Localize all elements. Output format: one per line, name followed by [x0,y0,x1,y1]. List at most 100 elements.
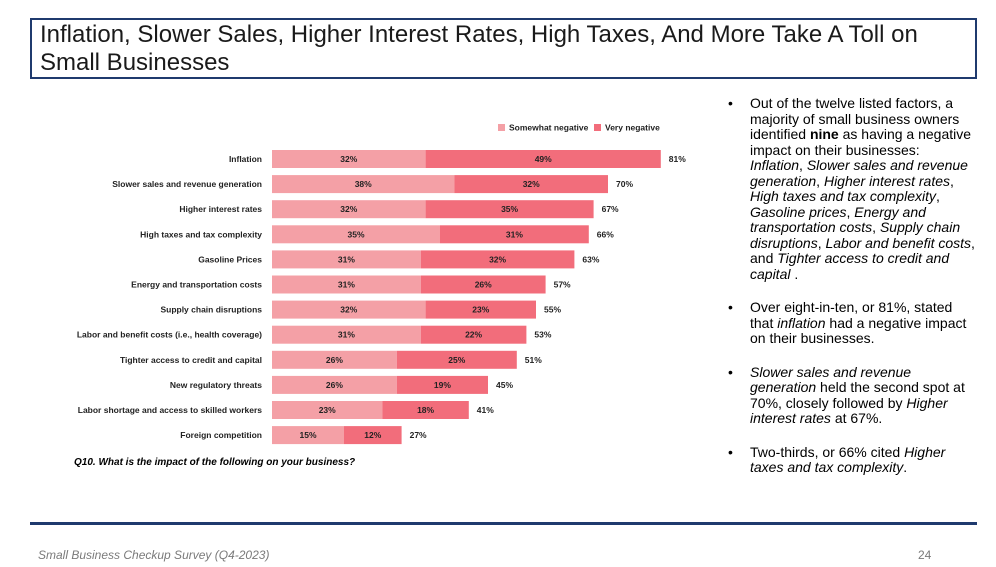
data-label: 32% [489,254,506,264]
bar-segment [344,426,402,445]
bar-segment [272,325,421,344]
finding-text: Gasoline prices [750,203,847,220]
category-label: New regulatory threats [170,380,262,390]
total-label: 45% [496,380,513,390]
bar-segment [425,200,594,219]
data-label: 15% [299,430,316,440]
bar-segment [454,175,608,194]
data-label: 25% [448,355,465,365]
finding-text: Slower sales and revenue generation [750,157,968,189]
bar-segment [272,175,455,194]
finding-text: , [846,203,855,220]
bar-segment [272,250,421,269]
data-label: 49% [535,154,552,164]
data-label: 26% [326,355,343,365]
data-label: 26% [475,280,492,290]
category-label: Labor and benefit costs (i.e., health co… [77,330,262,340]
bar-segment [272,426,344,445]
finding-text: , [817,234,826,251]
title-box: Inflation, Slower Sales, Higher Interest… [30,18,977,79]
finding-text: High taxes and tax complexity [750,188,936,204]
total-label: 55% [544,305,561,315]
finding-text: Labor and benefit costs [825,234,972,251]
finding-bullet: Slower sales and revenue generation held… [726,363,976,427]
category-label: Gasoline Prices [198,254,262,264]
category-label: Higher interest rates [179,204,262,214]
data-label: 32% [523,179,540,189]
finding-text: Tighter access to credit and capital [750,250,950,282]
bar-segment [420,250,575,269]
finding-text: , [872,219,880,235]
finding-text: , [950,172,954,189]
finding-text: Out of the twelve listed factors, a majo… [750,95,960,142]
survey-question: Q10. What is the impact of the following… [74,457,356,468]
category-label: Energy and transportation costs [131,280,262,290]
finding-text: Higher interest rates [823,172,951,189]
finding-text: , [935,188,940,204]
finding-text: held the second spot at 70%, closely fol… [750,379,965,411]
footer-source: Small Business Checkup Survey (Q4-2023) [38,548,270,562]
data-label: 31% [506,229,523,239]
finding-text: nine [809,126,839,142]
category-label: Inflation [229,154,262,164]
legend-swatch [498,124,505,131]
total-label: 41% [477,405,494,415]
finding-text: , and [750,234,975,266]
total-label: 66% [597,229,614,239]
total-label: 70% [616,179,633,189]
category-label: Tighter access to credit and capital [120,355,262,365]
total-label: 27% [410,430,427,440]
finding-text: . [790,265,799,282]
total-label: 53% [534,330,551,340]
finding-text: Supply chain disruptions [750,219,961,251]
data-label: 32% [340,305,357,315]
total-label: 67% [602,204,619,214]
finding-text: Slower sales and revenue generation [750,363,912,395]
bar-segment [396,375,488,394]
category-label: Foreign competition [180,430,262,440]
footer-divider [30,522,977,525]
legend-label: Very negative [605,123,660,133]
finding-text: inflation [777,314,826,331]
data-label: 23% [472,305,489,315]
bar-segment [420,275,546,294]
bar-segment [272,200,426,219]
stacked-bar-chart: Somewhat negative Very negative Inflation 3… [77,123,686,445]
finding-bullet: Two-thirds, or 66% cited Higher taxes an… [726,444,976,476]
data-label: 22% [465,330,482,340]
legend-label: Somewhat negative [509,123,589,133]
bar-segment [272,401,383,419]
total-label: 51% [525,355,542,365]
bar-segment [272,275,421,294]
finding-text: had a negative impact on their businesse… [750,314,967,346]
key-findings-list: Out of the twelve listed factors, a majo… [726,95,976,494]
data-label: 12% [364,430,381,440]
finding-text: as having a negative impact on their bus… [750,126,972,158]
finding-text: , [799,157,807,173]
data-label: 32% [340,204,357,214]
finding-text: Higher interest rates [750,394,948,426]
finding-text: Energy and transportation costs [750,203,926,235]
finding-text: , [816,172,824,189]
bar-segment [396,350,517,369]
category-label: Supply chain disruptions [160,305,262,315]
data-label: 35% [347,229,364,239]
bar-segment [272,225,440,244]
bar-segment [382,401,469,419]
finding-text: . [903,459,908,475]
data-label: 32% [340,154,357,164]
bar-segment [440,225,589,244]
data-label: 26% [326,380,343,390]
category-label: Slower sales and revenue generation [112,179,262,189]
page-number: 24 [918,548,932,562]
bar-segment [420,325,527,344]
bar-segment [272,300,426,319]
category-label: High taxes and tax complexity [140,229,262,239]
data-label: 23% [319,405,336,415]
category-label: Labor shortage and access to skilled wor… [78,405,263,415]
finding-bullet: Out of the twelve listed factors, a majo… [726,95,976,282]
total-label: 81% [669,154,686,164]
data-label: 31% [338,254,355,264]
bar-segment [272,350,397,369]
legend-swatch [594,124,601,131]
